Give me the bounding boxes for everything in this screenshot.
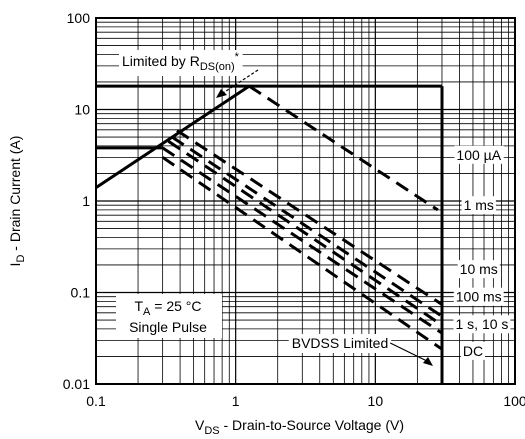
ta-text-rest: = 25 °C: [150, 298, 201, 314]
x-tick-label: 1: [232, 393, 240, 409]
rds-on-annotation: Limited by RDS(on)*: [119, 50, 259, 98]
dashed-line-100-s: [248, 84, 439, 212]
curve-label-background: [461, 196, 496, 215]
y-axis-label-main: I: [7, 263, 23, 267]
curve-label: 1 s, 10 s: [455, 316, 508, 332]
x-axis-label-sub: DS: [204, 425, 219, 437]
y-tick-label: 1: [82, 193, 90, 209]
dashed-line-10-ms: [171, 135, 443, 318]
x-tick-label: 10: [368, 393, 384, 409]
plot-frame: [95, 17, 516, 385]
curve-label-background: [457, 260, 500, 279]
x-tick-label: 0.1: [86, 393, 106, 409]
curve-label: DC: [463, 343, 483, 359]
dashed-line-1-s-10-s: [161, 146, 443, 335]
ta-text-sub: A: [143, 306, 151, 318]
rds-arrow-head: [216, 89, 227, 98]
curve-label: 100 µA: [456, 147, 501, 163]
rds-text-sub: DS(on): [200, 61, 235, 73]
x-axis-label-rest: - Drain-to-Source Voltage (V): [220, 417, 404, 433]
bvdss-annotation: BVDSS Limited: [288, 334, 433, 366]
x-axis-label-main: V: [195, 417, 205, 433]
rds-annotation-text: Limited by RDS(on)*: [122, 51, 240, 73]
dashed-line-1-ms: [176, 129, 443, 306]
bvdss-arrow-head: [423, 357, 433, 366]
curve-label: 1 ms: [464, 197, 494, 213]
ta-annotation: TA = 25 °C Single Pulse: [116, 294, 222, 338]
rds-annotation-background: [119, 50, 243, 76]
bvdss-annotation-arrow: [389, 342, 430, 363]
y-tick-label: 0.1: [71, 285, 91, 301]
curve-label-background: [453, 287, 504, 306]
dashed-line-100-ms: [167, 139, 443, 327]
curve-label-background: [460, 341, 486, 360]
curve-label-layer: 100 µA 1 ms 10 ms 100 ms 1 s, 10 s DC: [453, 145, 511, 360]
rds-text-sup: *: [235, 51, 240, 63]
y-tick-label: 10: [74, 102, 90, 118]
curve-label-background: [453, 315, 511, 334]
curve-label-background: [454, 145, 504, 164]
curve-label: 10 ms: [460, 261, 498, 277]
single-pulse-text: Single Pulse: [129, 319, 207, 335]
ta-annotation-text: TA = 25 °C: [134, 298, 201, 318]
ta-text-main: T: [134, 298, 143, 314]
x-axis-label: VDS - Drain-to-Source Voltage (V): [195, 417, 404, 437]
curve-label: 100 ms: [456, 289, 502, 305]
series-layer: [95, 84, 444, 384]
bvdss-annotation-background: [288, 334, 392, 353]
y-tick-label: 100: [67, 10, 91, 26]
bvdss-annotation-text: BVDSS Limited: [292, 335, 388, 351]
ta-annotation-background: [116, 294, 222, 338]
y-axis-label-rest: - Drain Current (A): [7, 136, 23, 255]
rds-annotation-arrow: [219, 69, 259, 96]
dashed-line-dc: [161, 156, 443, 351]
y-axis-label-sub: D: [15, 255, 27, 263]
rds-text-main: Limited by R: [122, 53, 200, 69]
x-tick-label: 100: [503, 393, 525, 409]
y-axis-label: ID - Drain Current (A): [7, 136, 27, 267]
y-tick-label: 0.01: [63, 376, 90, 392]
